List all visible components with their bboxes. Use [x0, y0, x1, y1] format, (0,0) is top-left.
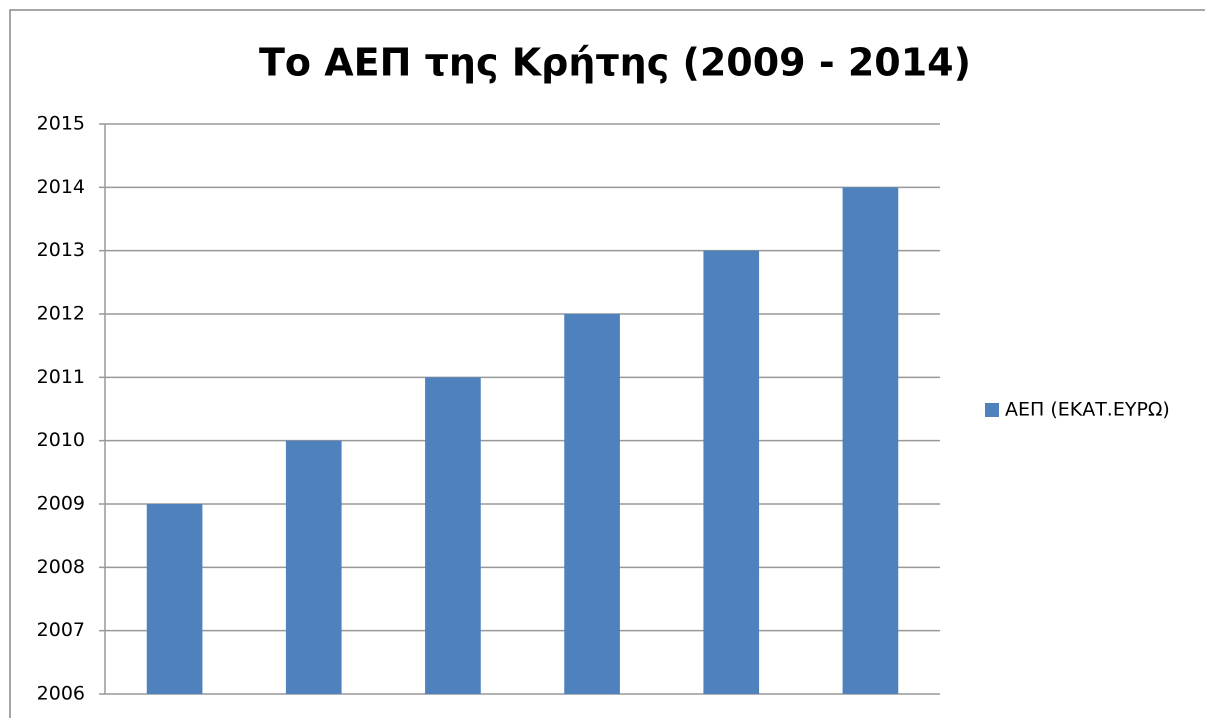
y-tick-label: 2011: [37, 366, 85, 388]
y-tick-label: 2009: [37, 493, 85, 515]
legend-swatch: [985, 403, 999, 417]
y-tick-label: 2015: [37, 113, 85, 135]
legend-label: ΑΕΠ (ΕΚΑΤ.ΕΥΡΩ): [1005, 399, 1170, 421]
y-tick-label: 2008: [37, 556, 85, 578]
bar: [842, 187, 899, 695]
chart-title: Το ΑΕΠ της Κρήτης (2009 - 2014): [259, 41, 971, 85]
y-tick-label: 2007: [37, 619, 85, 641]
bar: [703, 250, 760, 694]
bar: [425, 377, 481, 694]
y-tick-label: 2006: [37, 683, 85, 705]
y-tick-label: 2010: [37, 429, 85, 451]
bar: [564, 314, 620, 694]
bar: [146, 504, 203, 694]
y-tick-label: 2012: [37, 303, 85, 325]
bar: [285, 440, 342, 694]
y-tick-label: 2014: [37, 176, 85, 198]
y-tick-label: 2013: [37, 239, 85, 261]
